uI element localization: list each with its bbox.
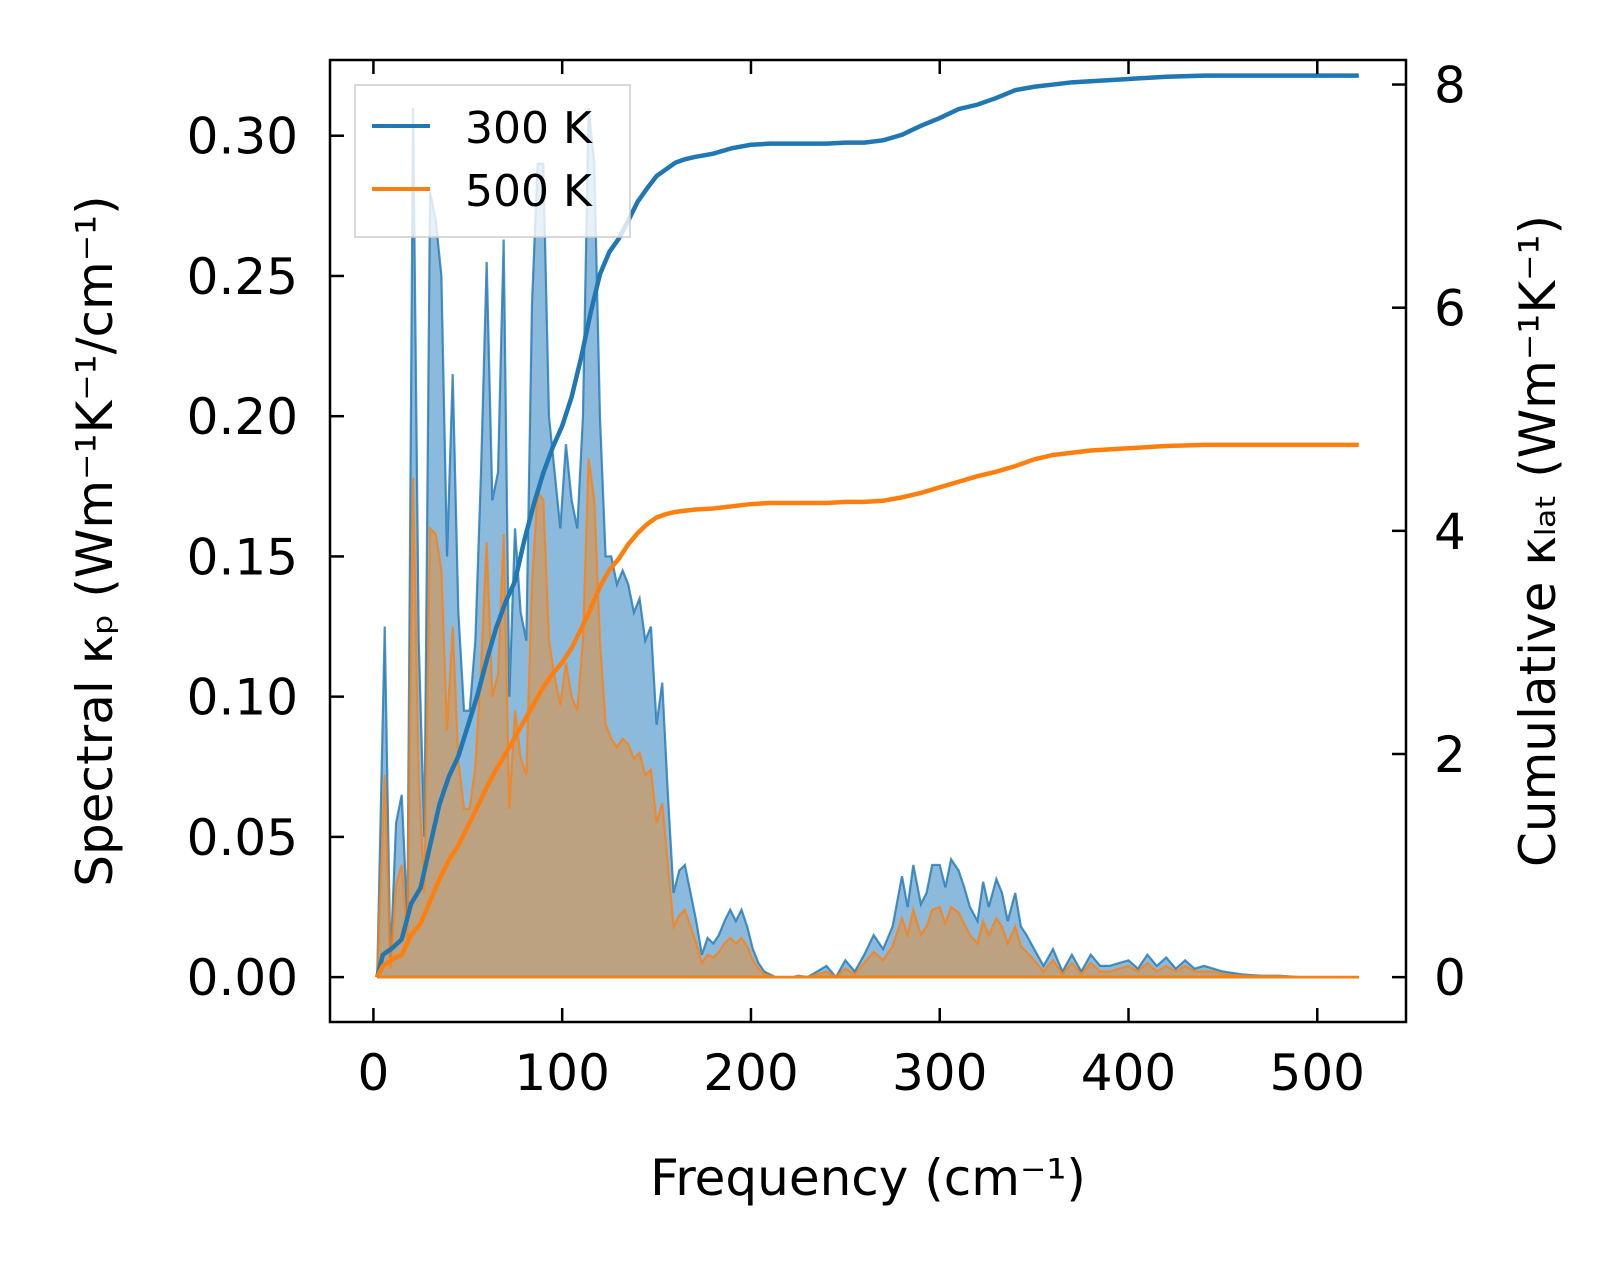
y-tick-label-left: 0.15 [187, 528, 298, 586]
y-tick-label-right: 0 [1434, 949, 1466, 1007]
y-tick-label-left: 0.25 [187, 248, 298, 306]
x-tick-label: 500 [1270, 1044, 1365, 1102]
x-tick-label: 300 [892, 1044, 987, 1102]
y-tick-label-right: 8 [1434, 57, 1466, 115]
x-tick-label: 400 [1081, 1044, 1176, 1102]
y-tick-label-left: 0.05 [187, 809, 298, 867]
x-axis-title: Frequency (cm⁻¹) [650, 1149, 1086, 1207]
y-axis-right-title: Cumulative κₗₐₜ (Wm⁻¹K⁻¹) [1509, 215, 1567, 867]
plot-area [375, 73, 1359, 980]
y-tick-label-right: 2 [1434, 726, 1466, 784]
y-axis-left-title: Spectral κₚ (Wm⁻¹K⁻¹/cm⁻¹) [66, 195, 124, 886]
axes-frame [328, 58, 1408, 1024]
tick-marks [330, 60, 1406, 1022]
x-tick-label: 100 [514, 1044, 609, 1102]
cumulative-line-300k [375, 73, 1359, 978]
spectral-line-300k [376, 107, 1359, 980]
spectral-fill-layer [377, 107, 1359, 978]
y-tick-label-right: 4 [1434, 503, 1466, 561]
y-tick-label-left: 0.20 [187, 388, 298, 446]
y-tick-label-right: 6 [1434, 280, 1466, 338]
tick-labels: 0 100 200 300 400 500 0.00 0.05 0.10 0.15 0.20 0.25… [187, 57, 1466, 1102]
legend-label-300k: 300 K [465, 103, 593, 154]
y-tick-label-left: 0.10 [187, 669, 298, 727]
legend-box [354, 84, 631, 238]
spectral-line-500k [376, 458, 1359, 979]
cumulative-line-layer [375, 73, 1359, 979]
x-tick-label: 200 [703, 1044, 798, 1102]
x-tick-label: 0 [358, 1044, 390, 1102]
spectral-line-layer [376, 107, 1359, 980]
y-tick-label-left: 0.00 [187, 949, 298, 1007]
legend: 300 K 500 K [354, 84, 631, 238]
cumulative-line-500k [375, 442, 1359, 979]
legend-label-500k: 500 K [465, 166, 593, 217]
spectral-area-500k [377, 458, 1359, 978]
y-tick-label-left: 0.30 [187, 108, 298, 166]
